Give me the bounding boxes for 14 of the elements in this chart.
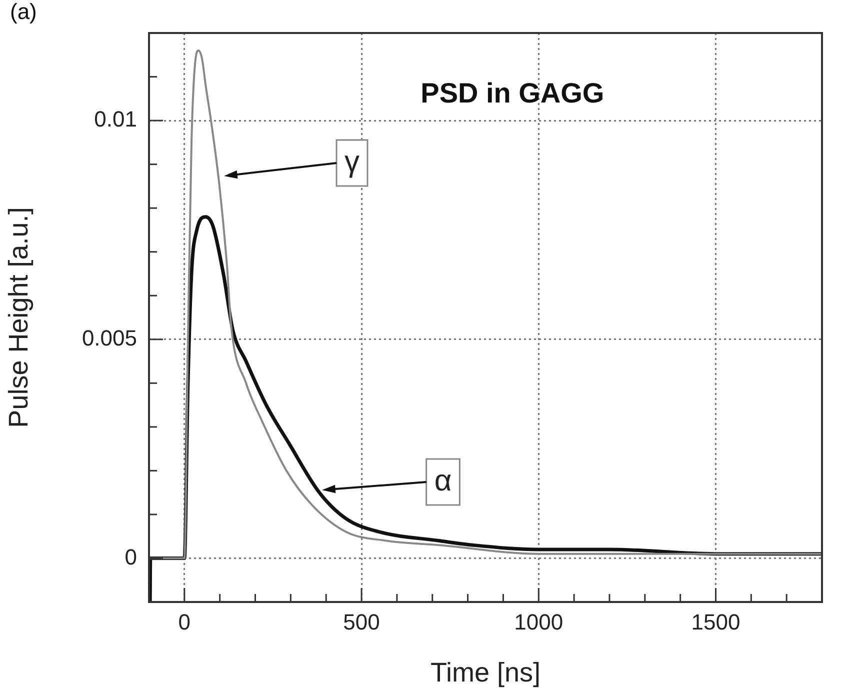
x-tick-label: 1500 xyxy=(691,609,740,634)
text: PSD in GAGG xyxy=(420,78,604,109)
annotation: γ xyxy=(344,145,360,178)
y-axis-title: Pulse Height [a.u.] xyxy=(4,207,34,428)
annotation: α xyxy=(434,464,452,498)
x-tick-label: 1000 xyxy=(514,609,564,634)
x-tick-label: 500 xyxy=(343,609,380,634)
x-axis-title: Time [ns] xyxy=(430,657,541,688)
y-tick-label: 0.005 xyxy=(82,325,137,350)
text: (a) xyxy=(10,0,37,24)
y-tick-label: 0.01 xyxy=(94,106,137,132)
line-series xyxy=(149,50,822,560)
x-tick-label: 0 xyxy=(178,609,191,634)
y-tick-label: 0 xyxy=(124,544,137,570)
